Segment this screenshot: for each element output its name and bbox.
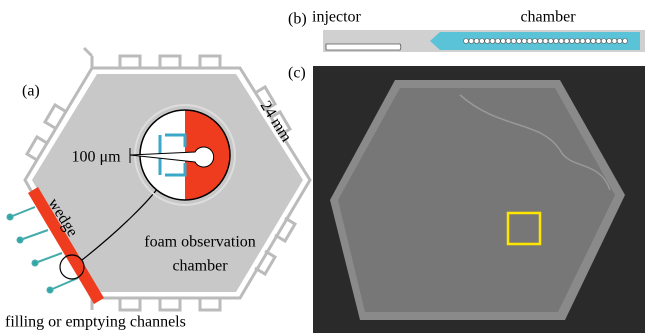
bubble bbox=[559, 39, 564, 44]
bubble bbox=[538, 39, 543, 44]
panel-label: (b) bbox=[288, 11, 307, 28]
figure: (a) 24 mm 100 μm wedge foam observation … bbox=[0, 0, 645, 333]
bubble bbox=[527, 39, 532, 44]
bubble bbox=[575, 39, 580, 44]
chamber-label: foam observation bbox=[144, 234, 256, 251]
panel-label: (a) bbox=[22, 83, 40, 100]
bubble bbox=[522, 39, 527, 44]
bubble bbox=[612, 39, 617, 44]
bubble bbox=[548, 39, 553, 44]
panel-a: (a) 24 mm 100 μm wedge foam observation … bbox=[5, 48, 310, 331]
bubble bbox=[501, 39, 506, 44]
chamber-label: chamber bbox=[520, 9, 576, 26]
bubbles bbox=[464, 39, 628, 44]
bubble bbox=[517, 39, 522, 44]
bubble bbox=[585, 39, 590, 44]
bubble bbox=[532, 39, 537, 44]
bubble bbox=[596, 39, 601, 44]
injector bbox=[326, 44, 401, 50]
bubble bbox=[570, 39, 575, 44]
bubble bbox=[464, 39, 469, 44]
bubble bbox=[474, 39, 479, 44]
panel-label: (c) bbox=[288, 65, 306, 82]
bubble bbox=[495, 39, 500, 44]
scale-label: 100 μm bbox=[71, 149, 121, 166]
bubble bbox=[554, 39, 559, 44]
bubble bbox=[601, 39, 606, 44]
bubble bbox=[617, 39, 622, 44]
bubble bbox=[580, 39, 585, 44]
panel-c: (c) bbox=[288, 65, 645, 333]
bubble bbox=[490, 39, 495, 44]
bubble bbox=[479, 39, 484, 44]
bubble bbox=[469, 39, 474, 44]
injector-label: injector bbox=[312, 9, 362, 26]
bubble bbox=[591, 39, 596, 44]
bubble bbox=[511, 39, 516, 44]
bubble bbox=[485, 39, 490, 44]
panel-b: (b) injector chamber bbox=[288, 9, 645, 52]
channels-label: filling or emptying channels bbox=[5, 314, 186, 331]
bubble bbox=[543, 39, 548, 44]
chamber-label: chamber bbox=[172, 258, 228, 275]
bubble bbox=[564, 39, 569, 44]
bubble bbox=[506, 39, 511, 44]
page: {"panel_a": {"label": "(a)", "size_label… bbox=[0, 0, 645, 333]
bubble bbox=[607, 39, 612, 44]
bubble bbox=[623, 39, 628, 44]
